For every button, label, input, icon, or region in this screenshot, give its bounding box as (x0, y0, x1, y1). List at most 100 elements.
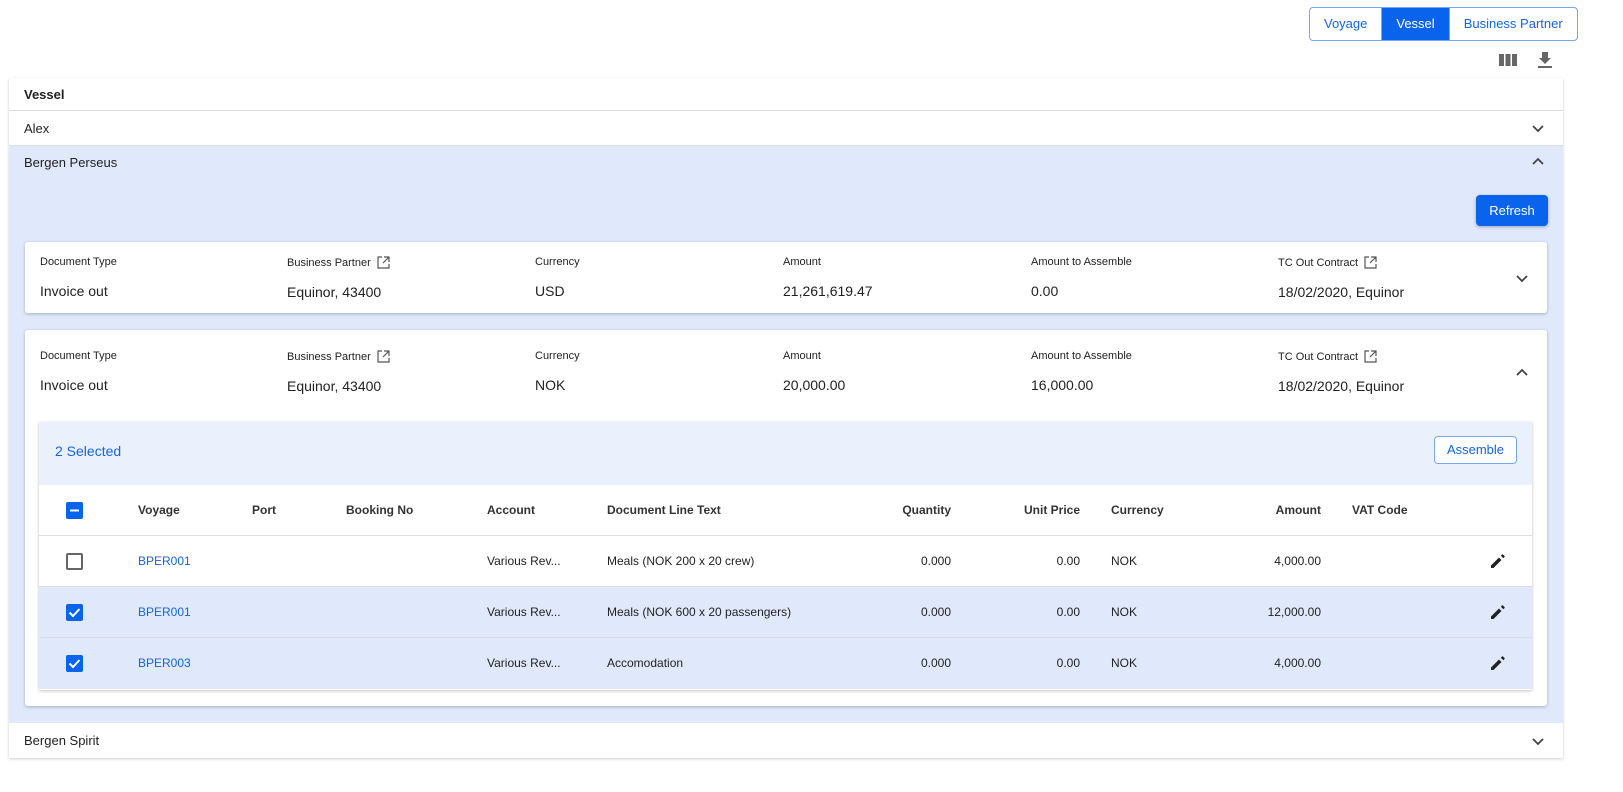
view-column-icon[interactable] (1498, 50, 1518, 70)
column-header-vat-code[interactable]: VAT Code (1352, 503, 1408, 517)
field-amount: Amount 21,261,619.47 (783, 256, 873, 299)
cell-text: Meals (NOK 600 x 20 passengers) (607, 605, 792, 619)
field-document-type: Document Type Invoice out (40, 350, 117, 393)
cell-unit-price: 0.00 (1056, 605, 1080, 619)
vessel-list: Vessel Alex Bergen Perseus Refresh Docum… (9, 78, 1563, 758)
field-tc-out-contract: TC Out Contract 18/02/2020, Equinor (1278, 350, 1404, 394)
check-icon (68, 608, 81, 618)
cell-text: Meals (NOK 200 x 20 crew) (607, 554, 755, 568)
cell-quantity: 0.000 (920, 554, 951, 568)
field-business-partner: Business Partner Equinor, 43400 (287, 350, 390, 394)
field-label: Amount (783, 350, 821, 362)
column-header-voyage[interactable]: Voyage (138, 503, 180, 517)
toggle-voyage[interactable]: Voyage (1324, 16, 1368, 31)
field-amount-to-assemble: Amount to Assemble 0.00 (1031, 256, 1132, 299)
field-label: Amount (783, 256, 821, 268)
cell-account: Various Rev... (487, 605, 561, 619)
row-checkbox[interactable] (66, 604, 83, 621)
chevron-up-icon[interactable] (1531, 155, 1545, 169)
field-label: TC Out Contract (1278, 256, 1359, 269)
vessel-name: Alex (24, 120, 50, 136)
external-link-icon[interactable] (1364, 256, 1377, 269)
cell-unit-price: 0.00 (1056, 656, 1080, 670)
field-value: 18/02/2020, Equinor (1278, 284, 1405, 300)
cell-amount: 12,000.00 (1267, 605, 1321, 619)
field-label: Document Type (40, 350, 117, 362)
table-row[interactable]: BPER003 Various Rev... Accomodation 0.000 0.… (39, 638, 1532, 689)
table-row[interactable]: BPER001 Various Rev... Meals (NOK 600 x 20… (39, 587, 1532, 638)
field-business-partner: Business Partner Equinor, 43400 (287, 256, 390, 300)
document-lines-table: 2 Selected Assemble Voyage Port Booking No… (39, 422, 1532, 690)
field-label: TC Out Contract (1278, 350, 1359, 363)
field-value: 0.00 (1031, 283, 1059, 299)
vessel-row-bergen-perseus[interactable]: Bergen Perseus (9, 146, 1563, 178)
field-currency: Currency NOK (535, 350, 580, 393)
select-all-checkbox[interactable] (66, 502, 83, 519)
external-link-icon[interactable] (377, 350, 390, 363)
column-header-booking-no[interactable]: Booking No (346, 503, 414, 517)
external-link-icon[interactable] (377, 256, 390, 269)
voyage-link[interactable]: BPER001 (138, 554, 191, 568)
column-header-account[interactable]: Account (487, 503, 535, 517)
cell-currency: NOK (1111, 605, 1138, 619)
toggle-business-partner[interactable]: Business Partner (1448, 8, 1577, 40)
cell-text: Accomodation (607, 656, 684, 670)
field-label: Business Partner (287, 350, 371, 363)
cell-account: Various Rev... (487, 554, 561, 568)
field-value: Invoice out (40, 283, 108, 299)
field-value: Equinor, 43400 (287, 284, 382, 300)
column-header-unit-price[interactable]: Unit Price (1023, 503, 1080, 517)
vessel-row-bergen-spirit[interactable]: Bergen Spirit (9, 723, 1563, 758)
cell-voyage: BPER001 (138, 536, 191, 587)
assemble-button[interactable]: Assemble (1434, 436, 1517, 464)
vessel-row-alex[interactable]: Alex (9, 111, 1563, 146)
row-checkbox[interactable] (66, 553, 83, 570)
edit-icon[interactable] (1489, 552, 1507, 570)
field-label: Amount to Assemble (1031, 350, 1132, 362)
vessel-list-header: Vessel (9, 78, 1563, 111)
field-currency: Currency USD (535, 256, 580, 299)
field-label: Amount to Assemble (1031, 256, 1132, 268)
field-label: Currency (535, 350, 580, 362)
view-toggle: Voyage Vessel Business Partner (1309, 7, 1578, 41)
column-header-text[interactable]: Document Line Text (607, 503, 721, 517)
voyage-link[interactable]: BPER001 (138, 605, 191, 619)
cell-voyage: BPER003 (138, 638, 191, 689)
field-label: Business Partner (287, 256, 371, 269)
voyage-link[interactable]: BPER003 (138, 656, 191, 670)
vessel-name: Bergen Spirit (24, 733, 100, 748)
chevron-down-icon[interactable] (1531, 121, 1545, 135)
cell-unit-price: 0.00 (1056, 554, 1080, 568)
external-link-icon[interactable] (1364, 350, 1377, 363)
field-label: Document Type (40, 256, 117, 268)
table-header-row: Voyage Port Booking No Account Document Line… (39, 485, 1532, 536)
cell-amount: 4,000.00 (1274, 554, 1321, 568)
edit-icon[interactable] (1489, 603, 1507, 621)
selected-count: 2 Selected (55, 443, 122, 459)
indeterminate-icon (70, 509, 79, 512)
cell-currency: NOK (1111, 656, 1138, 670)
download-icon[interactable] (1535, 50, 1555, 70)
column-header-amount[interactable]: Amount (1275, 503, 1321, 517)
document-card: Document Type Invoice out Business Partn… (25, 330, 1547, 706)
column-header-quantity[interactable]: Quantity (902, 503, 951, 517)
field-document-type: Document Type Invoice out (40, 256, 117, 299)
selection-toolbar: 2 Selected Assemble (39, 422, 1532, 485)
field-value: USD (535, 283, 565, 299)
table-row[interactable]: BPER001 Various Rev... Meals (NOK 200 x 20… (39, 536, 1532, 587)
field-tc-out-contract: TC Out Contract 18/02/2020, Equinor (1278, 256, 1404, 300)
row-checkbox[interactable] (66, 655, 83, 672)
vessel-name: Bergen Perseus (24, 154, 118, 170)
toggle-vessel[interactable]: Vessel (1381, 8, 1449, 40)
field-value: 18/02/2020, Equinor (1278, 378, 1405, 394)
chevron-down-icon[interactable] (1531, 734, 1545, 748)
chevron-up-icon[interactable] (1515, 366, 1529, 380)
column-header-currency[interactable]: Currency (1111, 503, 1164, 517)
edit-icon[interactable] (1489, 654, 1507, 672)
field-amount: Amount 20,000.00 (783, 350, 845, 393)
chevron-down-icon[interactable] (1515, 271, 1529, 285)
field-value: Invoice out (40, 377, 108, 393)
refresh-button[interactable]: Refresh (1476, 195, 1548, 226)
cell-account: Various Rev... (487, 656, 561, 670)
column-header-port[interactable]: Port (252, 503, 276, 517)
